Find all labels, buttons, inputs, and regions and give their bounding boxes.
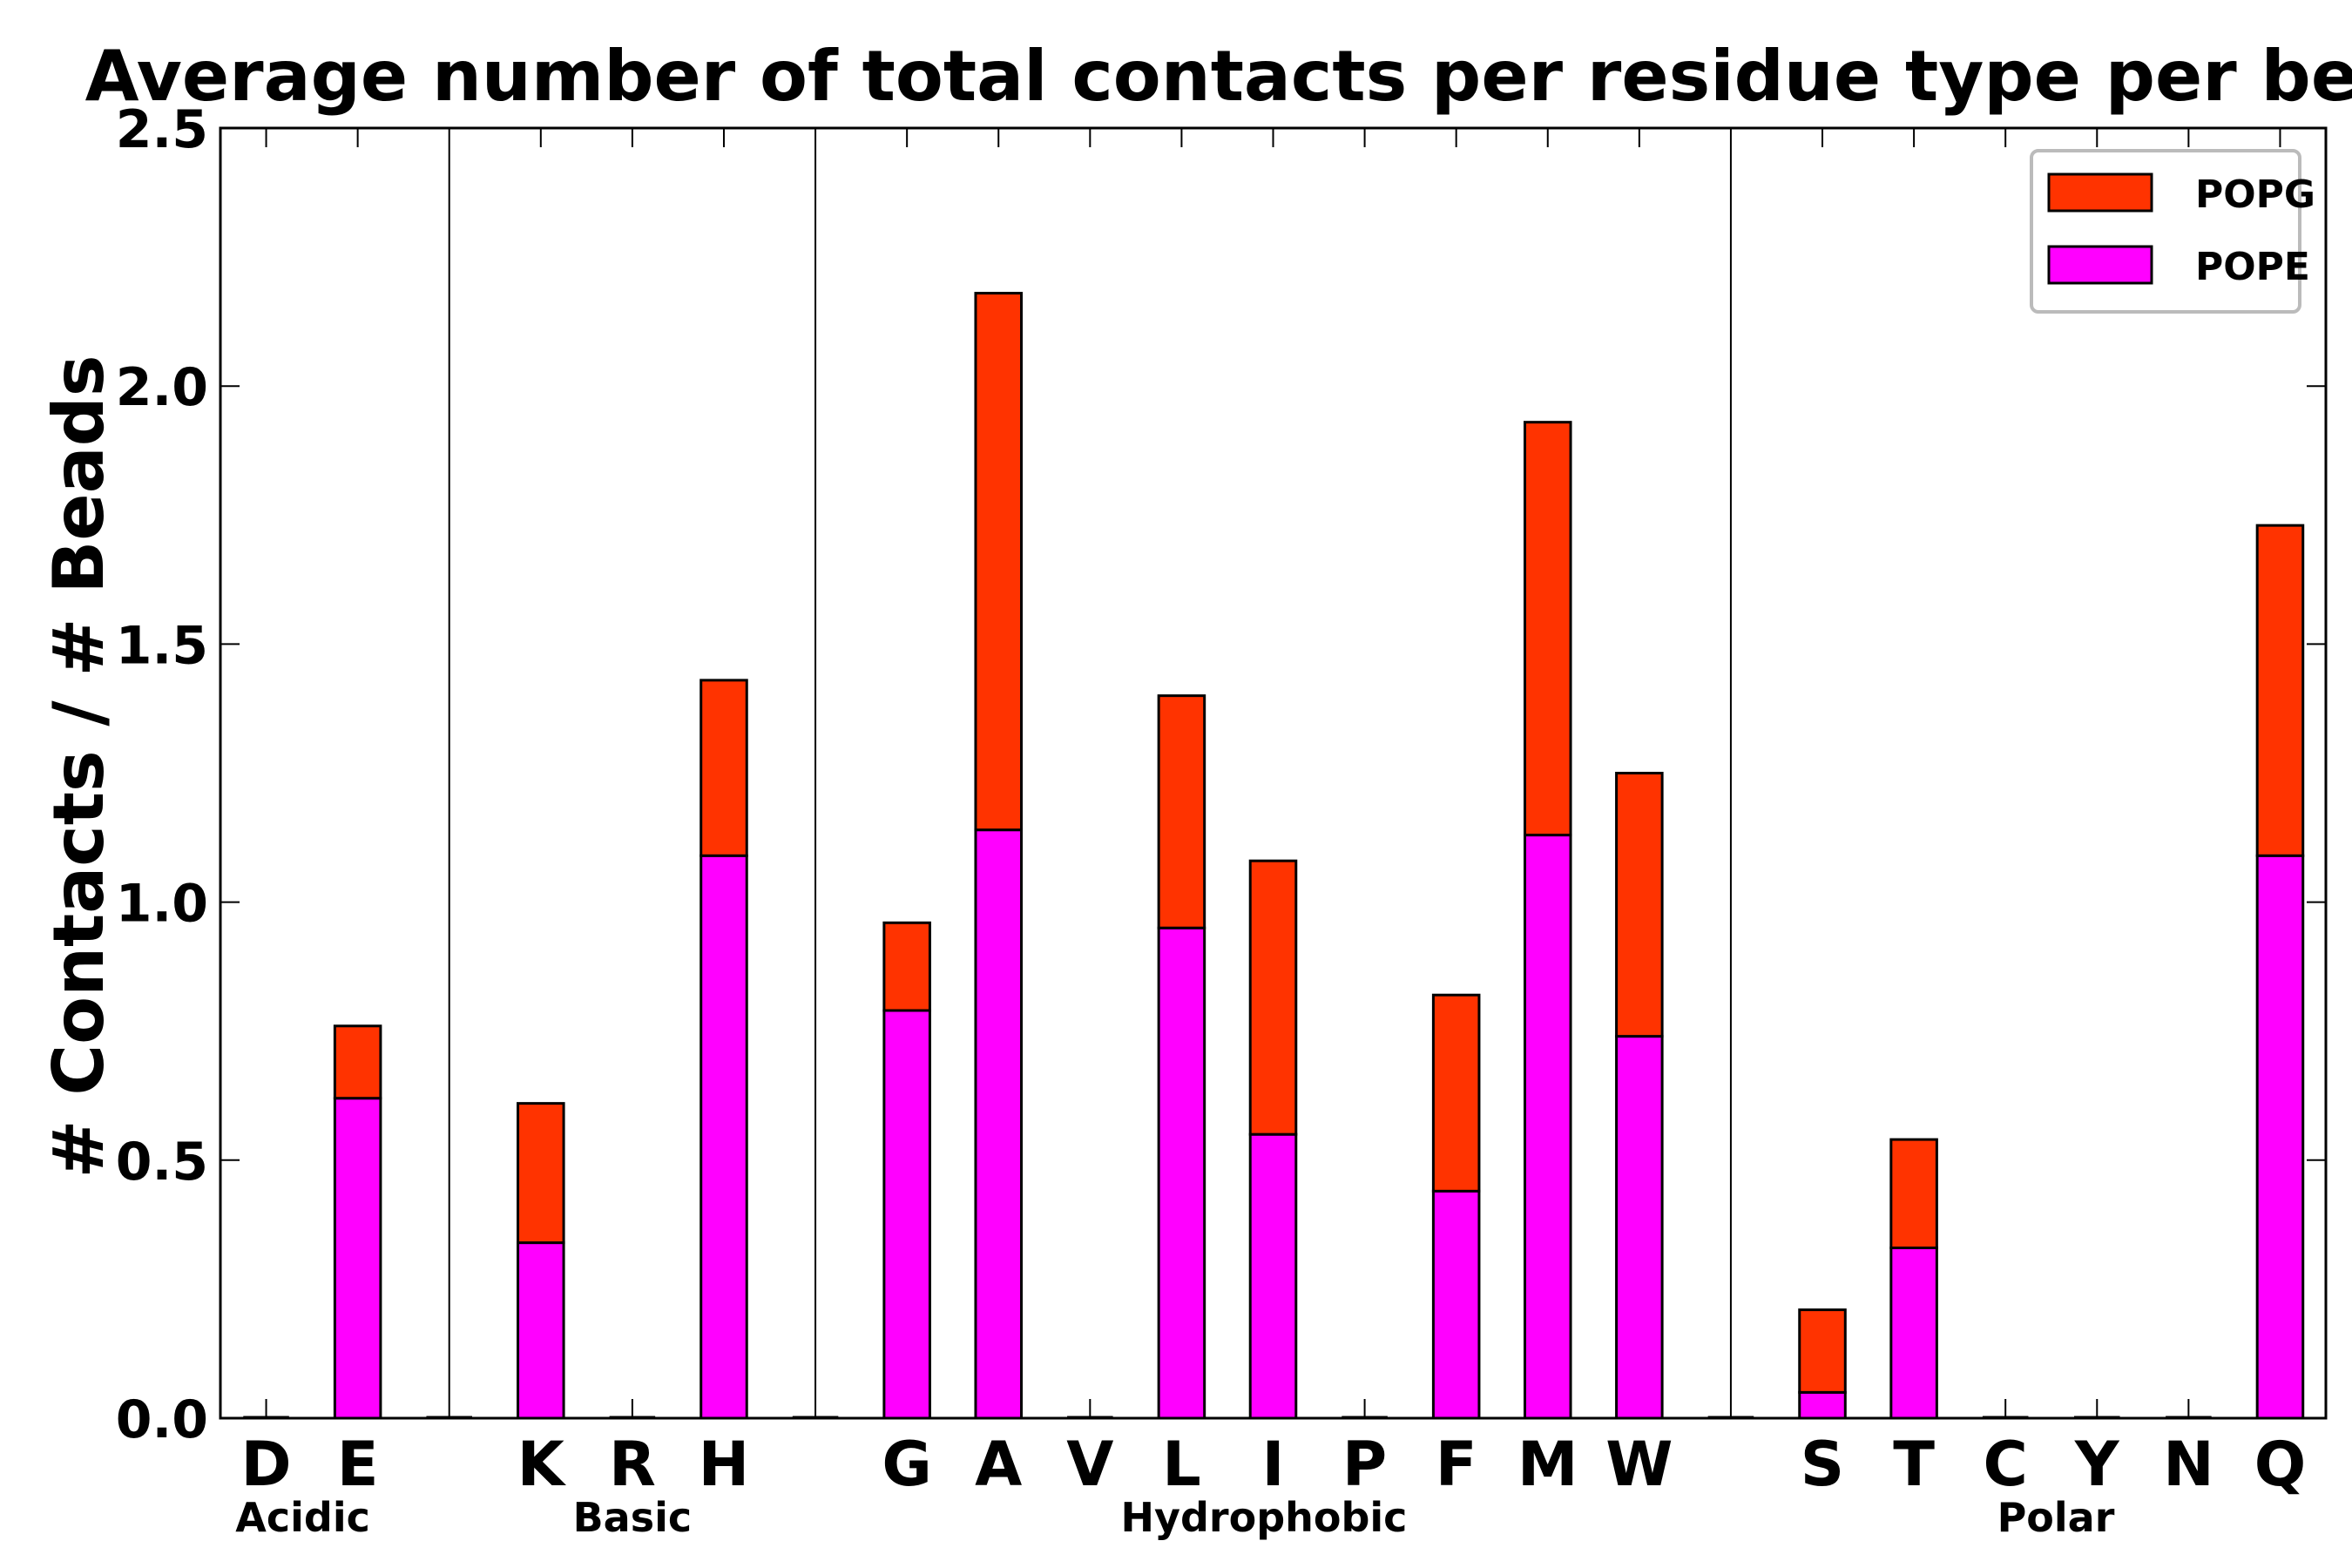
legend-label-popg: POPG: [2195, 172, 2315, 217]
bar-pope-Q: [2255, 854, 2305, 1420]
x-tick-label: M: [1517, 1429, 1578, 1500]
x-tick-label: Y: [2074, 1429, 2120, 1500]
x-tick-label: I: [1261, 1429, 1284, 1500]
y-tick-label: 0.5: [116, 1132, 208, 1193]
bar-pope-W: [1615, 1035, 1664, 1420]
x-tick-label: N: [2163, 1429, 2214, 1500]
bar-popg-T: [1889, 1138, 1938, 1250]
bar-pope-G: [882, 1009, 931, 1420]
y-tick-label: 0.0: [116, 1389, 208, 1450]
bar-popg-F: [1431, 993, 1481, 1193]
bar-popg-A: [974, 292, 1024, 832]
x-tick-label: Q: [2254, 1429, 2307, 1500]
bar-pope-K: [517, 1241, 565, 1420]
y-tick-label: 1.0: [116, 874, 208, 935]
bar-popg-Q: [2255, 524, 2305, 857]
group-label: Polar: [1997, 1494, 2115, 1541]
x-tick-label: G: [882, 1429, 931, 1500]
group-label: Acidic: [235, 1494, 370, 1541]
x-tick-label: F: [1436, 1429, 1477, 1500]
group-label: Basic: [573, 1494, 693, 1541]
x-tick-label: C: [1984, 1429, 2028, 1500]
y-tick-label: 2.5: [116, 99, 208, 160]
x-tick-label: D: [240, 1429, 291, 1500]
plot-area: 0.0 0.5 1.0 1.5 2.0 2.5 D E K R H G A V L I P F M W S T C Y N Q Ac…: [116, 99, 2328, 1541]
bar-pope-S: [1798, 1390, 1847, 1420]
bar-pope-L: [1157, 926, 1206, 1420]
bar-popg-E: [333, 1024, 382, 1100]
bar-popg-G: [882, 921, 931, 1012]
y-axis-label: # Contacts / # Beads: [38, 355, 119, 1179]
legend-swatch-popg: [2047, 172, 2153, 213]
axes-frame: [219, 126, 2328, 1420]
bar-pope-M: [1523, 834, 1572, 1420]
x-tick-label: E: [337, 1429, 379, 1500]
bar-pope-E: [333, 1097, 382, 1420]
legend-swatch-pope: [2047, 245, 2153, 285]
x-tick-label: V: [1066, 1429, 1113, 1500]
x-tick-label: H: [699, 1429, 750, 1500]
x-tick-label: S: [1801, 1429, 1844, 1500]
x-tick-label: T: [1893, 1429, 1935, 1500]
x-tick-label: P: [1342, 1429, 1387, 1500]
bar-pope-A: [974, 828, 1024, 1420]
bar-popg-L: [1157, 694, 1206, 929]
x-tick-label: A: [975, 1429, 1022, 1500]
y-tick-label: 2.0: [116, 357, 208, 418]
x-tick-label: K: [517, 1429, 567, 1500]
bar-popg-I: [1248, 859, 1298, 1136]
chart-title: Average number of total contacts per res…: [85, 36, 2352, 117]
bar-pope-I: [1248, 1132, 1298, 1420]
bar-popg-K: [517, 1102, 565, 1245]
legend: POPG POPE: [2030, 149, 2315, 314]
y-tick-label: 1.5: [116, 615, 208, 676]
x-tick-label: W: [1605, 1429, 1673, 1500]
x-tick-label: R: [609, 1429, 656, 1500]
bar-popg-W: [1615, 772, 1664, 1038]
bar-popg-S: [1798, 1308, 1847, 1394]
bar-popg-M: [1523, 421, 1572, 837]
x-tick-label: L: [1162, 1429, 1201, 1500]
bar-popg-H: [700, 679, 748, 857]
bar-pope-T: [1889, 1247, 1938, 1420]
bar-pope-F: [1431, 1189, 1481, 1420]
group-label: Hydrophobic: [1121, 1494, 1408, 1541]
legend-label-pope: POPE: [2195, 245, 2310, 289]
bar-pope-H: [700, 854, 748, 1420]
